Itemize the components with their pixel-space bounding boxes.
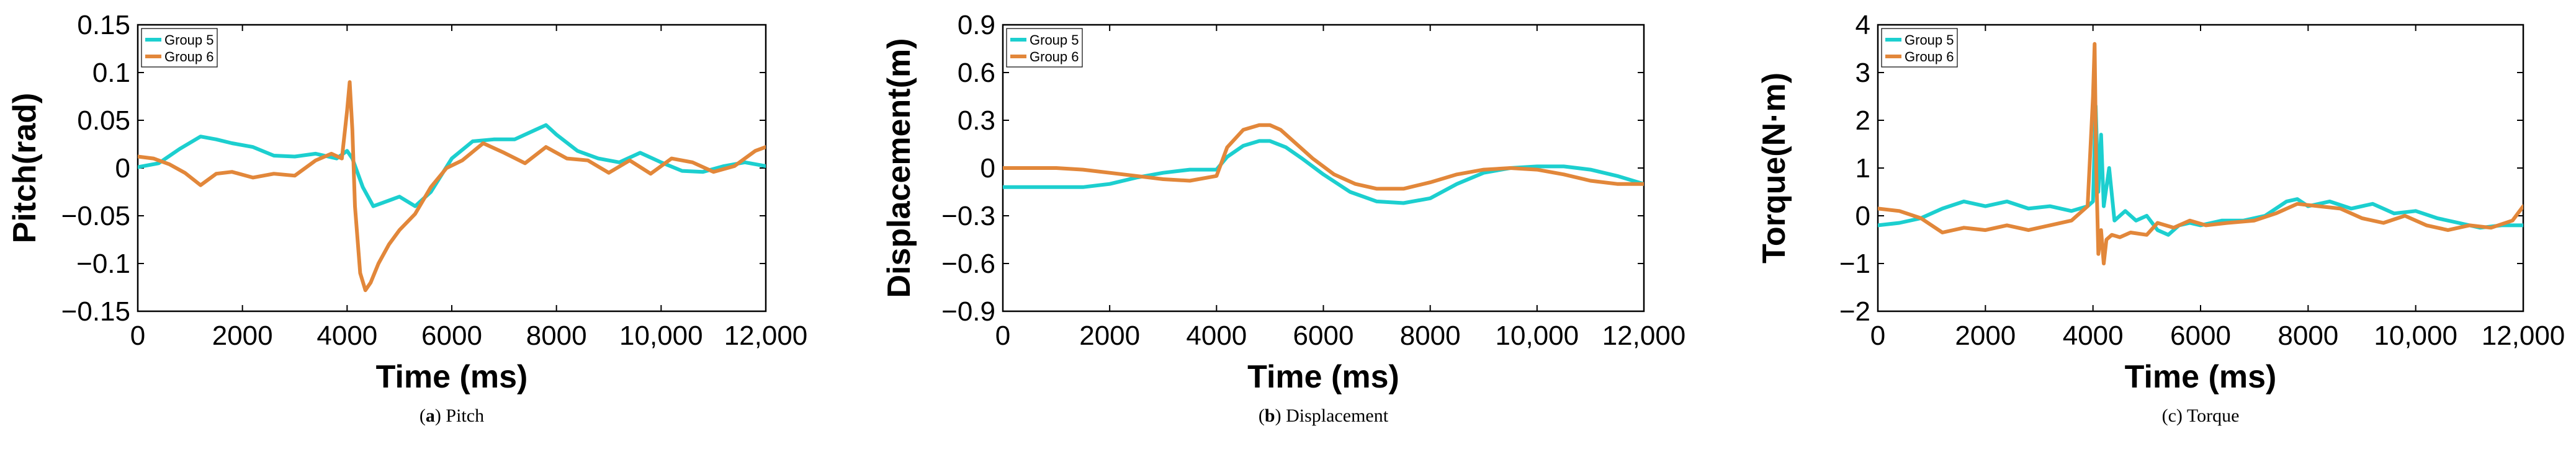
legend-label: Group 6 — [1030, 49, 1079, 64]
y-tick-label: 1 — [1856, 153, 1870, 184]
x-tick-label: 2000 — [1079, 321, 1140, 351]
x-tick-label: 2000 — [1955, 321, 2016, 351]
x-tick-label: 4000 — [2063, 321, 2124, 351]
caption-letter: a — [426, 405, 435, 426]
caption-title: Pitch — [446, 405, 484, 426]
x-tick-label: 8000 — [1400, 321, 1461, 351]
caption-title: Displacement — [1286, 405, 1389, 426]
y-tick-label: −0.1 — [76, 249, 130, 279]
y-tick-label: 0 — [981, 153, 995, 184]
chart-panel-1: 0 2000 4000 6000 8000 10,000 12,000 0.15 0.1 0.05… — [7, 10, 807, 426]
chart-caption: (c) Torque — [2162, 405, 2240, 426]
x-tick-label: 8000 — [526, 321, 587, 351]
legend-box — [1006, 28, 1083, 68]
series-line-group-6 — [1878, 42, 2523, 265]
y-tick-label: 2 — [1856, 105, 1870, 136]
y-axis-label: Torque(N·m) — [1756, 73, 1792, 264]
x-tick-label: 0 — [995, 321, 1010, 351]
x-tick-label: 12,000 — [2482, 321, 2565, 351]
y-tick-label: −0.05 — [61, 201, 130, 231]
y-tick-label: −0.6 — [941, 249, 995, 279]
x-tick-label: 10,000 — [619, 321, 703, 351]
y-tick-label: −0.15 — [61, 296, 130, 327]
x-tick-label: 2000 — [212, 321, 273, 351]
legend-label: Group 5 — [1030, 32, 1079, 48]
x-tick-label: 6000 — [421, 321, 482, 351]
x-axis-label: Time (ms) — [376, 359, 528, 395]
x-tick-label: 4000 — [1186, 321, 1247, 351]
caption-letter: b — [1265, 405, 1275, 426]
legend-label: Group 5 — [1905, 32, 1954, 48]
chart-caption: (a) Pitch — [420, 405, 484, 426]
y-tick-label: 0.15 — [77, 10, 130, 40]
x-tick-label: 12,000 — [1602, 321, 1686, 351]
y-tick-label: 3 — [1856, 58, 1870, 88]
x-tick-label: 10,000 — [2374, 321, 2457, 351]
y-tick-label: −0.9 — [941, 296, 995, 327]
y-tick-label: 0.05 — [77, 105, 130, 136]
x-tick-label: 0 — [1870, 321, 1885, 351]
x-axis-label: Time (ms) — [2125, 359, 2277, 395]
x-tick-label: 6000 — [1293, 321, 1354, 351]
x-tick-label: 8000 — [2278, 321, 2338, 351]
chart-caption: (b) Displacement — [1259, 405, 1389, 426]
legend-box — [141, 28, 218, 68]
x-tick-label: 6000 — [2170, 321, 2231, 351]
y-tick-label: 0.1 — [92, 58, 130, 88]
y-tick-label: 0 — [1856, 201, 1870, 231]
y-tick-label: −0.3 — [941, 201, 995, 231]
plot-frame — [1877, 24, 2524, 312]
y-tick-label: −2 — [1839, 296, 1870, 327]
x-tick-label: 10,000 — [1496, 321, 1579, 351]
x-tick-label: 0 — [130, 321, 145, 351]
y-tick-label: 4 — [1856, 10, 1870, 40]
chart-panel-2: 0 2000 4000 6000 8000 10,000 12,0000.90.60.30−… — [881, 10, 1685, 426]
y-tick-label: 0 — [115, 153, 130, 184]
legend-label: Group 6 — [1905, 49, 1954, 64]
y-tick-label: 0.3 — [958, 105, 995, 136]
y-axis-label: Pitch(rad) — [7, 93, 43, 244]
series-line-group-6 — [1003, 123, 1644, 191]
legend-label: Group 5 — [164, 32, 214, 48]
x-tick-label: 4000 — [316, 321, 377, 351]
y-tick-label: 0.6 — [958, 58, 995, 88]
series-line-group-6 — [138, 80, 766, 293]
y-tick-label: −1 — [1839, 249, 1870, 279]
chart-panel-3: 0 2000 4000 6000 8000 10,000 12,000 4 3 2 1 0 −1 −2 Gr… — [1756, 10, 2565, 426]
y-axis-label: Displacement(m) — [881, 38, 917, 298]
x-tick-label: 12,000 — [724, 321, 808, 351]
y-tick-label: 0.9 — [958, 10, 995, 40]
legend-box — [1881, 28, 1958, 68]
legend-label: Group 6 — [164, 49, 214, 64]
x-axis-label: Time (ms) — [1247, 359, 1399, 395]
series-line-group-5 — [1878, 104, 2523, 237]
